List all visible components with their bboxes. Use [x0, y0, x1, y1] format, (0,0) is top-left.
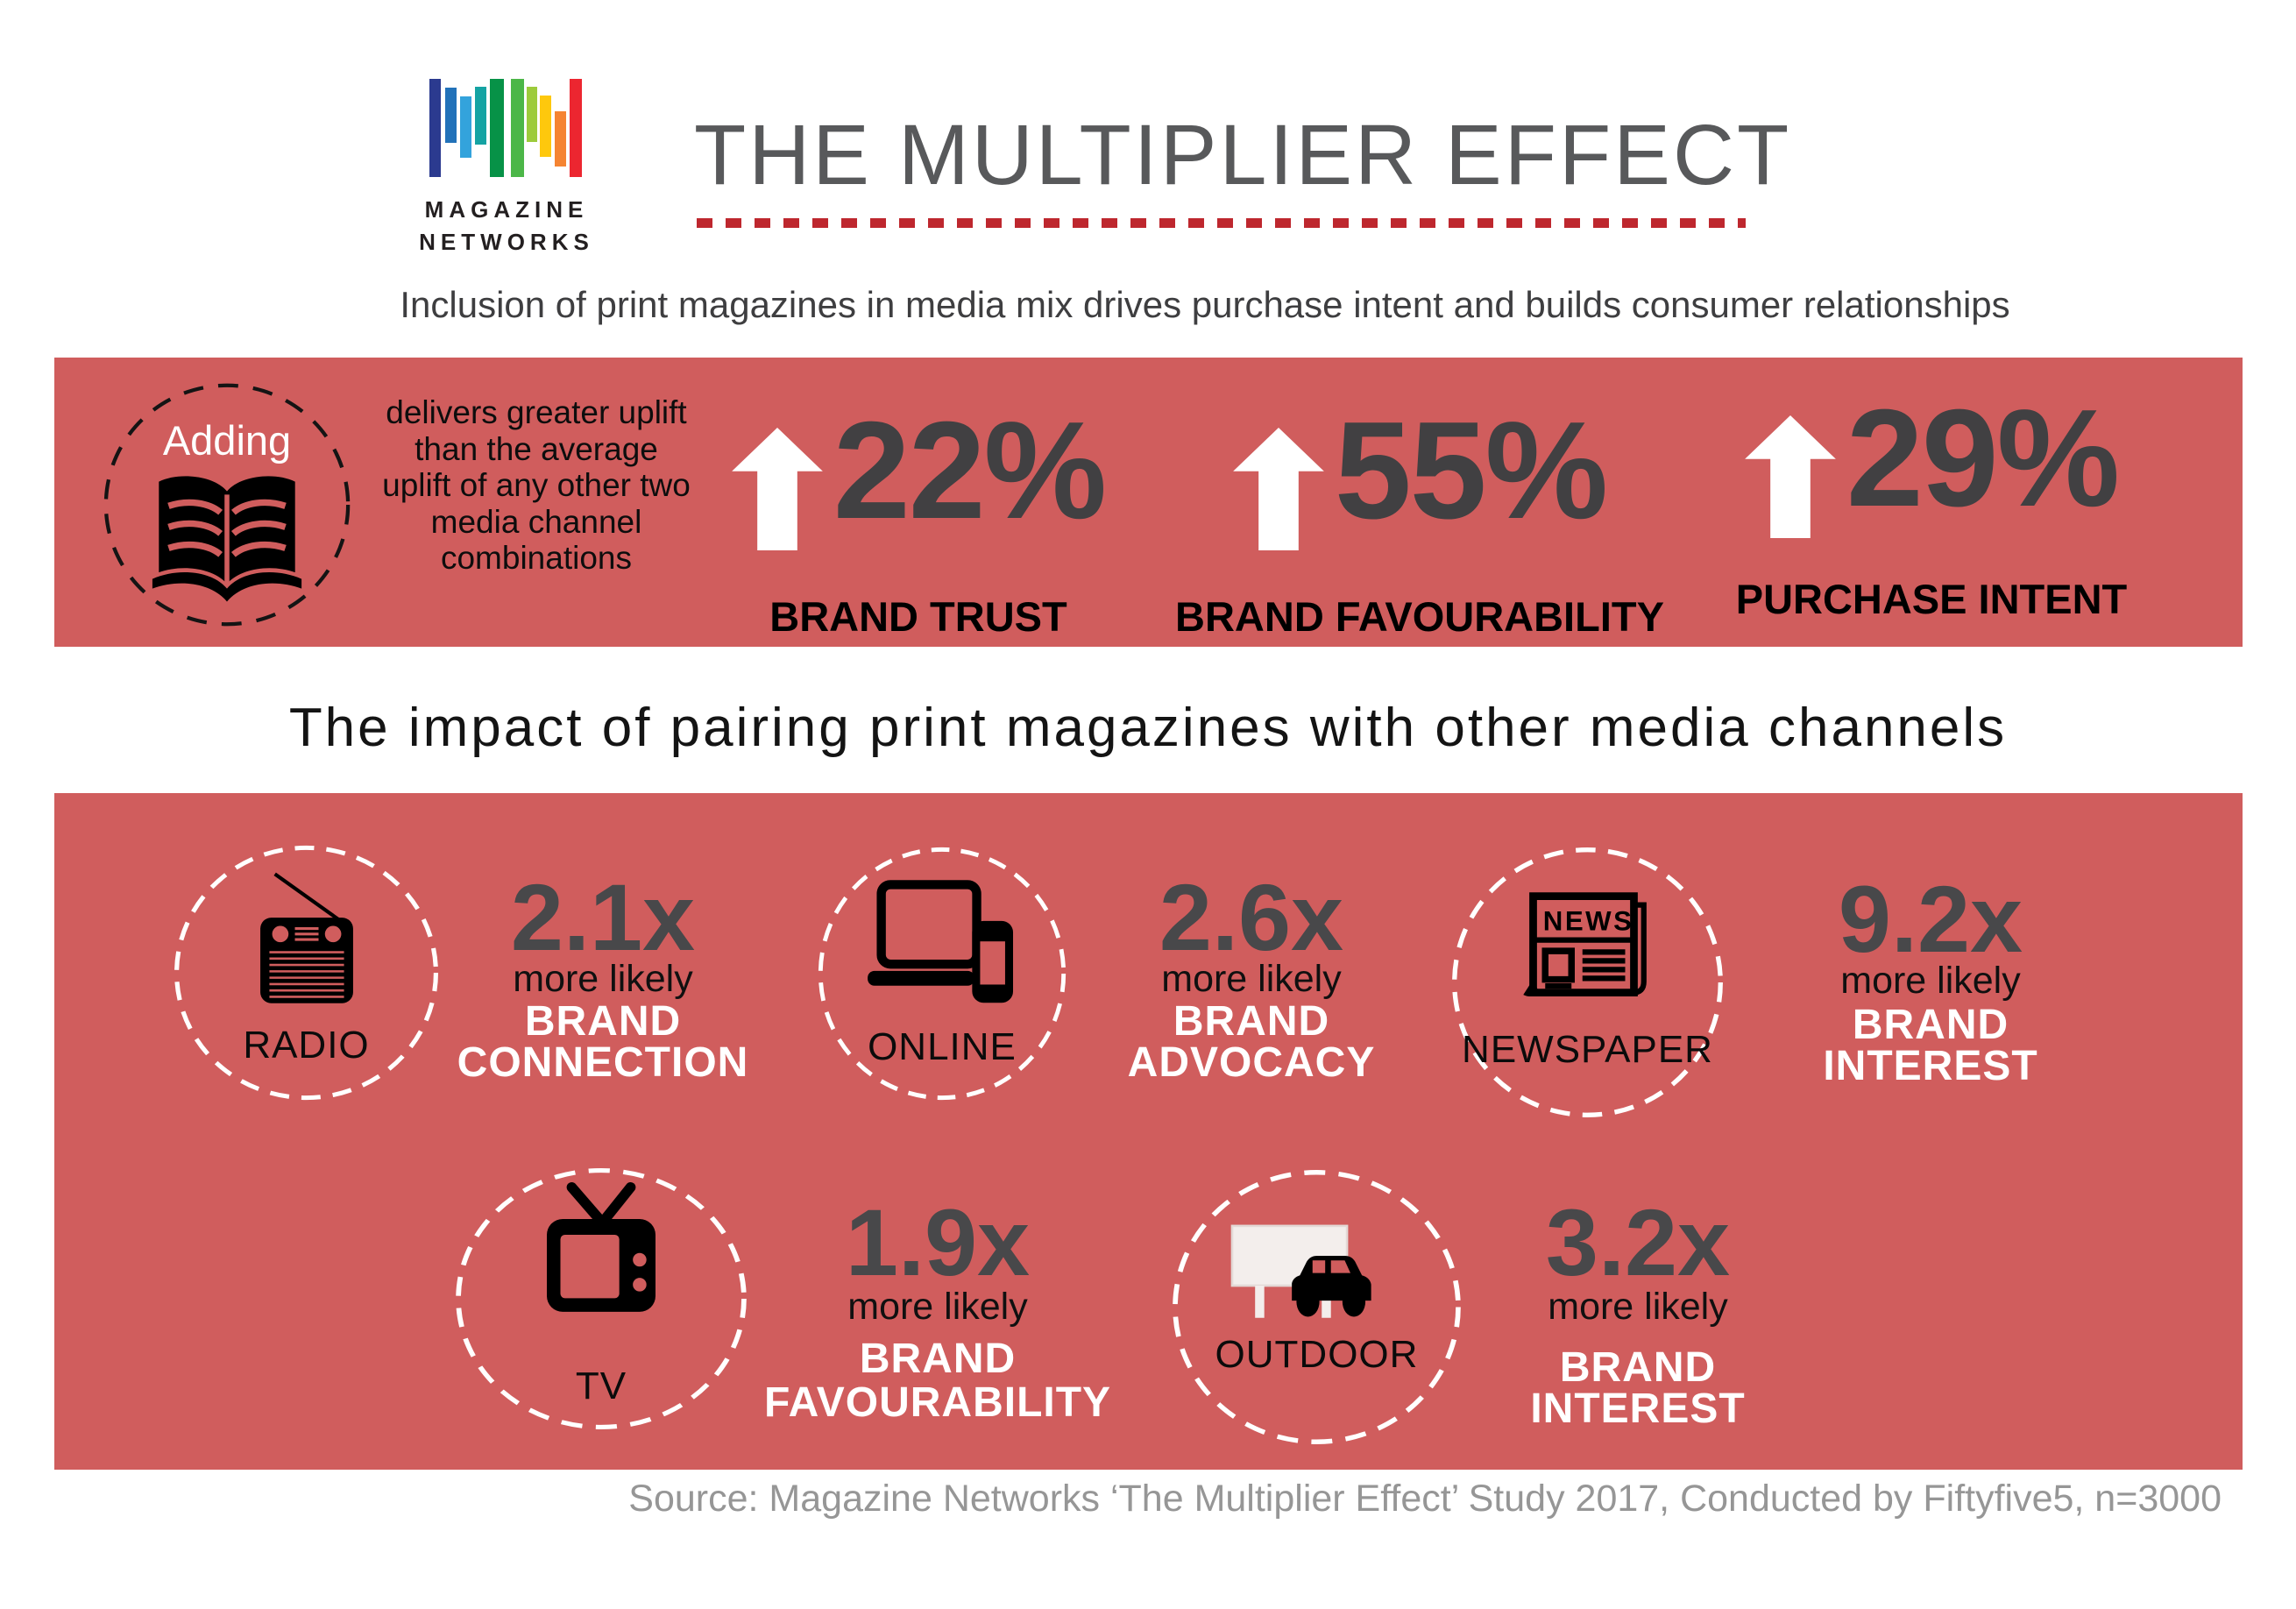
- online-devices-icon: [866, 875, 1019, 1014]
- logo-bar: [570, 79, 582, 177]
- metric-line: BRAND: [524, 998, 682, 1045]
- adding-label: Adding: [162, 417, 292, 464]
- multiplier-qualifier: more likely: [1161, 958, 1342, 1000]
- stat-purchase-intent: 29% PURCHASE INTENT: [1712, 358, 2151, 647]
- logo-bar: [540, 96, 551, 157]
- multiplier-qualifier: more likely: [847, 1286, 1028, 1328]
- page-subtitle: Inclusion of print magazines in media mi…: [400, 284, 2010, 325]
- logo-bars-icon: [429, 79, 585, 177]
- channel-name: OUTDOOR: [1215, 1333, 1419, 1376]
- dashed-circle-icon: [456, 1167, 747, 1430]
- channel-name: NEWSPAPER: [1462, 1028, 1713, 1071]
- logo-brand-line2: NETWORKS: [419, 229, 594, 255]
- multiplier-qualifier: more likely: [1548, 1286, 1728, 1328]
- logo-brand-line1: MAGAZINE: [424, 196, 589, 223]
- stat-value: 55%: [1334, 393, 1608, 548]
- logo-bar: [445, 88, 457, 143]
- channel-name: ONLINE: [868, 1025, 1017, 1068]
- multiplier-qualifier: more likely: [513, 958, 693, 1000]
- stat-label: BRAND TRUST: [769, 593, 1067, 640]
- dashed-circle-icon: [174, 845, 439, 1101]
- logo-bar: [511, 79, 524, 177]
- channel-circle-online: ONLINE: [817, 846, 1067, 1102]
- logo-bar: [475, 87, 486, 145]
- source-attribution: Source: Magazine Networks ‘The Multiplie…: [628, 1478, 2222, 1520]
- tv-icon: [534, 1180, 670, 1332]
- uplift-banner: Adding delivers greater uplift than the …: [54, 358, 2243, 647]
- logo-bar: [490, 79, 504, 177]
- stat-label: PURCHASE INTENT: [1735, 576, 2128, 622]
- section-heading: The impact of pairing print magazines wi…: [288, 698, 2008, 758]
- metric-line: BRAND: [1173, 998, 1330, 1045]
- channel-circle-radio: RADIO: [173, 844, 440, 1102]
- channel-circle-tv: TV: [454, 1166, 748, 1431]
- outdoor-billboard-icon: [1225, 1219, 1409, 1327]
- metric-line: BRAND: [1559, 1344, 1717, 1391]
- page-title: THE MULTIPLIER EFFECT: [694, 107, 1792, 202]
- channel-name: RADIO: [243, 1024, 370, 1067]
- banner-description: delivers greater uplift than the average…: [382, 394, 691, 576]
- newspaper-icon: NEWS: [1522, 881, 1654, 1011]
- stat-brand-trust: 22% BRAND TRUST: [699, 358, 1137, 647]
- multiplier-value: 2.1x: [510, 864, 696, 970]
- metric-line: INTEREST: [1530, 1386, 1746, 1432]
- logo-bar: [429, 79, 441, 177]
- stat-label: BRAND FAVOURABILITY: [1175, 593, 1664, 640]
- metric-line: CONNECTION: [457, 1039, 749, 1086]
- multiplier-value: 3.2x: [1545, 1189, 1731, 1295]
- stat-brand-favourability: 55% BRAND FAVOURABILITY: [1175, 358, 1664, 647]
- multiplier-value: 9.2x: [1838, 866, 2023, 972]
- logo-bar: [527, 87, 537, 142]
- up-arrow-icon: [1233, 428, 1324, 550]
- svg-text:NEWS: NEWS: [1542, 905, 1633, 936]
- open-magazine-icon: [146, 465, 308, 612]
- radio-icon: [247, 867, 365, 1015]
- channel-pairing-panel: RADIO 2.1x more likely BRAND CONNECTION …: [54, 793, 2243, 1470]
- up-arrow-icon: [732, 428, 823, 550]
- multiplier-value: 1.9x: [845, 1189, 1031, 1295]
- logo-bar: [555, 111, 566, 167]
- dashed-circle-icon: [1173, 1170, 1461, 1444]
- channel-circle-outdoor: OUTDOOR: [1171, 1168, 1463, 1446]
- adding-magazines-badge: Adding: [102, 381, 352, 628]
- stat-value: 29%: [1846, 381, 2120, 535]
- metric-line: BRAND: [1852, 1002, 2009, 1048]
- magazine-networks-logo: MAGAZINE NETWORKS: [410, 77, 603, 261]
- dashed-circle-icon: [818, 847, 1067, 1101]
- dashed-circle-icon: [103, 383, 351, 627]
- logo-bar: [460, 96, 471, 158]
- multiplier-qualifier: more likely: [1840, 960, 2021, 1002]
- channel-name: TV: [575, 1364, 627, 1407]
- stat-value: 22%: [833, 393, 1107, 548]
- title-dashed-underline: [697, 218, 1746, 228]
- channel-circle-newspaper: NEWS NEWSPAPER: [1450, 846, 1725, 1119]
- metric-line: INTEREST: [1823, 1043, 2038, 1089]
- metric-line: FAVOURABILITY: [763, 1379, 1112, 1426]
- up-arrow-icon: [1745, 415, 1836, 538]
- metric-line: ADVOCACY: [1127, 1039, 1376, 1086]
- metric-line: BRAND: [859, 1336, 1017, 1382]
- dashed-circle-icon: [1452, 847, 1723, 1117]
- multiplier-value: 2.6x: [1159, 864, 1344, 970]
